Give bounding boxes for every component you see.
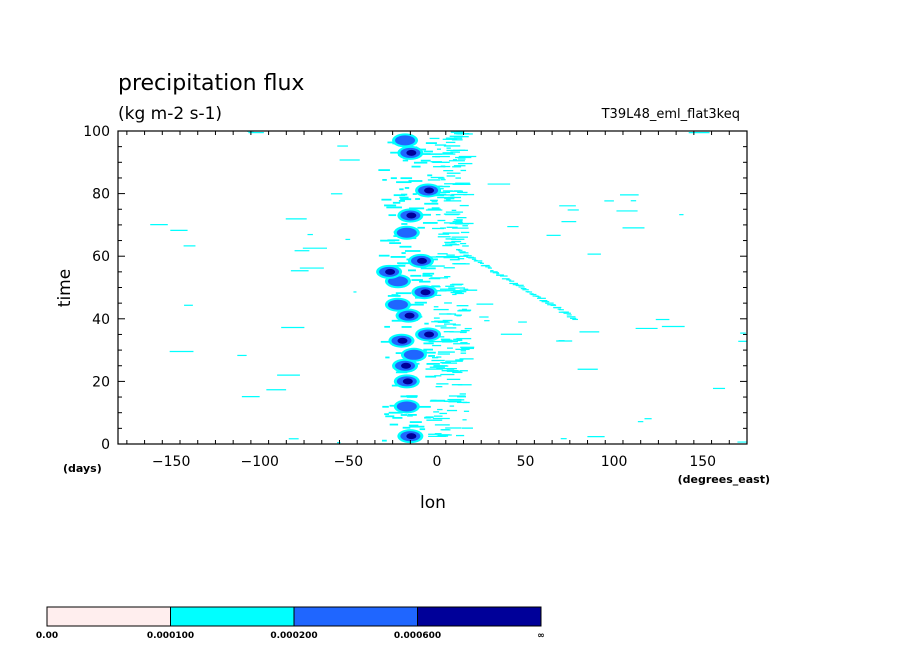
axis-ticks: −150 −100 −50 0 50 100 150 0 20 40 60 80 100	[83, 124, 748, 470]
run-label: T39L48_eml_flat3keq	[601, 107, 740, 122]
contour-blob-high	[406, 149, 417, 156]
contour-blob-high	[424, 331, 435, 338]
x-tick-label: 0	[432, 454, 441, 470]
colorbar-segment	[170, 606, 295, 627]
contour-blob-high	[416, 257, 427, 264]
x-tick-label: −50	[334, 454, 364, 470]
y-axis-units: (days)	[63, 462, 102, 475]
y-tick-label: 20	[92, 374, 110, 390]
y-tick-label: 40	[92, 312, 110, 328]
colorbar: 0.00 0.000100 0.000200 0.000600 ∞	[36, 606, 545, 641]
contour-blob-mid	[403, 349, 424, 360]
contour-blob-high	[385, 268, 396, 275]
contour-blob-high	[397, 337, 408, 344]
colorbar-label: ∞	[537, 631, 545, 641]
chart-subtitle: (kg m-2 s-1)	[118, 104, 222, 124]
colorbar-label: 0.000100	[147, 631, 194, 641]
contour-blob-high	[424, 187, 435, 194]
colorbar-label: 0.00	[36, 631, 58, 641]
contour-blob-mid	[396, 227, 417, 238]
contour-blob-mid	[396, 401, 417, 412]
x-tick-label: 150	[689, 454, 716, 470]
x-axis-title: lon	[420, 493, 446, 513]
colorbar-segment	[417, 606, 542, 627]
x-tick-label: −100	[241, 454, 279, 470]
y-axis-title: time	[55, 269, 75, 307]
y-tick-label: 0	[101, 437, 110, 453]
x-tick-label: 50	[517, 454, 535, 470]
chart-title: precipitation flux	[118, 71, 304, 96]
y-tick-label: 60	[92, 249, 110, 265]
contour-layer	[150, 131, 747, 444]
contour-blob-mid	[387, 299, 408, 310]
y-tick-label: 100	[83, 124, 110, 140]
contour-blob-high	[406, 433, 417, 440]
contour-blob-high	[406, 212, 417, 219]
contour-blob-high	[420, 289, 431, 296]
contour-group	[150, 131, 747, 444]
colorbar-segment	[46, 606, 171, 627]
contour-blob-high	[401, 362, 412, 369]
x-axis-units: (degrees_east)	[678, 473, 770, 486]
x-tick-label: 100	[601, 454, 628, 470]
contour-blob-high	[404, 312, 415, 319]
contour-blob-mid	[395, 135, 416, 146]
y-tick-label: 80	[92, 187, 110, 203]
x-tick-label: −150	[152, 454, 190, 470]
colorbar-label: 0.000200	[270, 631, 317, 641]
colorbar-segment	[293, 606, 418, 627]
contour-blob-high	[402, 378, 413, 385]
contour-blob-mid	[387, 276, 408, 287]
colorbar-label: 0.000600	[394, 631, 441, 641]
